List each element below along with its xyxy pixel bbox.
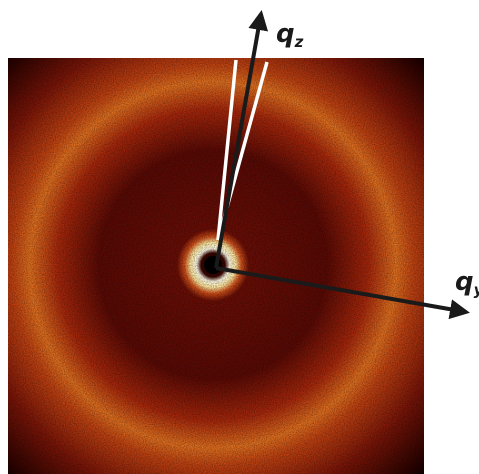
axes-arrows bbox=[214, 10, 470, 320]
sector-line bbox=[216, 59, 238, 241]
qz-label: qz bbox=[276, 19, 304, 51]
qz-arrow bbox=[214, 10, 269, 269]
qy-arrow bbox=[215, 266, 470, 320]
qy-label: qy bbox=[455, 267, 479, 299]
